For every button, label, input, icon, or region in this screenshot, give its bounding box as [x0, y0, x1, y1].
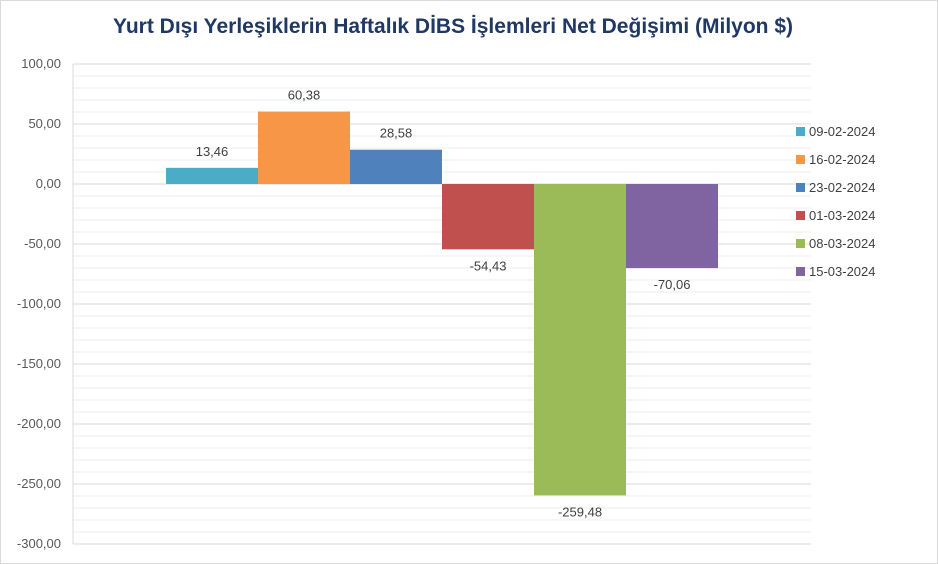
data-label: 13,46 [196, 144, 229, 159]
legend-item: 23-02-2024 [796, 173, 876, 201]
data-label: -70,06 [654, 277, 691, 292]
y-tick-label: 50,00 [28, 116, 61, 131]
legend-label: 09-02-2024 [809, 123, 876, 139]
bar [442, 184, 534, 250]
data-label: -54,43 [470, 258, 507, 273]
chart-title: Yurt Dışı Yerleşiklerin Haftalık DİBS İş… [112, 15, 794, 38]
bar [258, 111, 350, 184]
legend-swatch [796, 182, 805, 192]
data-label: -259,48 [558, 504, 602, 519]
legend-item: 15-03-2024 [796, 257, 876, 285]
legend: 09-02-2024 16-02-2024 23-02-2024 01-03-2024… [796, 117, 876, 285]
legend-label: 15-03-2024 [809, 263, 876, 279]
y-tick-label: -50,00 [24, 236, 61, 251]
legend-swatch [796, 154, 805, 164]
legend-label: 08-03-2024 [809, 235, 876, 251]
legend-item: 01-03-2024 [796, 201, 876, 229]
legend-label: 23-02-2024 [809, 179, 876, 195]
legend-label: 16-02-2024 [809, 151, 876, 167]
data-label: 28,58 [380, 126, 413, 141]
legend-swatch [796, 210, 805, 220]
bar [350, 149, 442, 184]
y-tick-label: -150,00 [17, 356, 61, 371]
bar [534, 184, 626, 496]
legend-label: 01-03-2024 [809, 207, 876, 223]
legend-swatch [796, 126, 805, 136]
bar [626, 184, 718, 269]
legend-item: 09-02-2024 [796, 117, 876, 145]
y-tick-label: -100,00 [17, 296, 61, 311]
bar [166, 167, 258, 184]
legend-swatch [796, 238, 805, 248]
y-tick-label: 0,00 [36, 176, 61, 191]
y-tick-label: -300,00 [17, 536, 61, 551]
y-tick-label: -250,00 [17, 476, 61, 491]
legend-item: 08-03-2024 [796, 229, 876, 257]
legend-swatch [796, 266, 805, 276]
y-tick-label: -200,00 [17, 416, 61, 431]
y-tick-label: 100,00 [21, 56, 61, 71]
legend-item: 16-02-2024 [796, 145, 876, 173]
data-label: 60,38 [288, 88, 321, 103]
